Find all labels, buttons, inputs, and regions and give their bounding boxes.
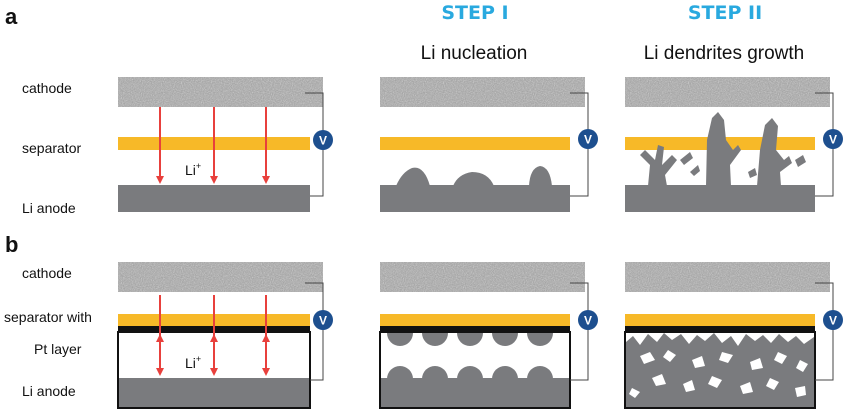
li-nucleus xyxy=(457,333,483,346)
li-dendrite-fragment xyxy=(795,155,806,167)
voltmeter-symbol: V xyxy=(829,133,837,147)
label-separator-a: separator xyxy=(22,140,81,156)
li-anode-layer xyxy=(118,185,310,212)
li-anode-layer xyxy=(625,185,815,212)
li-nucleus xyxy=(387,333,413,346)
li-nuclei-top-row xyxy=(387,333,553,346)
li-anode-layer xyxy=(119,378,309,407)
voltmeter-symbol: V xyxy=(319,314,327,328)
external-circuit-wire xyxy=(570,282,589,381)
cathode-layer xyxy=(625,262,830,292)
voltmeter-symbol: V xyxy=(584,314,592,328)
cathode-layer xyxy=(118,77,323,107)
step-2-heading: STEP II xyxy=(688,2,762,24)
label-separator-b-line2: Pt layer xyxy=(34,341,82,357)
voltmeter-icon xyxy=(823,129,843,149)
separator-layer xyxy=(625,314,815,326)
dense-li-deposit xyxy=(626,333,814,407)
voltmeter-icon xyxy=(823,310,843,330)
external-circuit-wire xyxy=(305,282,324,381)
voltmeter-icon xyxy=(313,310,333,330)
label-cathode-a: cathode xyxy=(22,80,72,96)
li-nucleus xyxy=(492,333,518,346)
li-dendrite-fragment xyxy=(690,165,700,176)
pt-layer xyxy=(380,326,570,332)
external-circuit-wire xyxy=(815,282,834,381)
li-dendrite xyxy=(640,145,677,186)
li-nucleus xyxy=(422,366,448,379)
cell-a-dendrites: V xyxy=(625,77,843,212)
li-ion-label: Li+ xyxy=(185,161,201,178)
li-nucleus xyxy=(396,167,430,186)
panel-label-a: a xyxy=(5,4,18,29)
li-nucleus xyxy=(387,366,413,379)
label-anode-a: Li anode xyxy=(22,200,76,216)
panel-label-b: b xyxy=(5,232,18,257)
li-ion-label: Li+ xyxy=(185,354,201,371)
li-nucleus xyxy=(457,366,483,379)
li-anode-layer xyxy=(381,378,569,407)
separator-layer xyxy=(380,137,570,150)
li-nucleus xyxy=(422,333,448,346)
cell-b-initial: V Li+ xyxy=(117,262,333,409)
li-nucleus xyxy=(492,366,518,379)
cell-b-nucleation: V xyxy=(379,262,598,409)
li-dendrite-fragment xyxy=(680,152,693,165)
voltmeter-symbol: V xyxy=(319,134,327,148)
li-dendrite xyxy=(706,112,741,186)
cathode-layer xyxy=(118,262,323,292)
cell-b-dense-growth: V xyxy=(624,262,843,409)
li-dendrite xyxy=(757,118,792,186)
cathode-layer xyxy=(625,77,830,107)
step-1-title: Li nucleation xyxy=(421,43,528,64)
voltmeter-icon xyxy=(578,310,598,330)
separator-layer xyxy=(380,314,570,326)
label-separator-b-line1: separator with xyxy=(4,309,92,325)
cathode-layer xyxy=(380,77,585,107)
label-anode-b: Li anode xyxy=(22,383,76,399)
cathode-layer xyxy=(380,262,585,292)
voltmeter-icon xyxy=(313,130,333,150)
pt-layer xyxy=(625,326,815,332)
step-2-title: Li dendrites growth xyxy=(644,43,805,64)
li-dendrite-fragment xyxy=(748,168,757,178)
li-nucleus xyxy=(529,166,552,186)
voltmeter-symbol: V xyxy=(829,314,837,328)
voltmeter-symbol: V xyxy=(584,133,592,147)
cell-a-initial: V Li+ xyxy=(118,77,333,212)
li-nucleus xyxy=(453,172,494,186)
li-nucleus xyxy=(527,333,553,346)
cell-a-nucleation: V xyxy=(380,77,598,212)
li-nuclei-bottom-row xyxy=(387,366,553,379)
li-nucleus xyxy=(527,366,553,379)
step-1-heading: STEP I xyxy=(441,2,508,24)
voltmeter-icon xyxy=(578,129,598,149)
li-anode-layer xyxy=(380,185,570,212)
deposit-gaps xyxy=(629,350,808,398)
label-cathode-b: cathode xyxy=(22,265,72,281)
